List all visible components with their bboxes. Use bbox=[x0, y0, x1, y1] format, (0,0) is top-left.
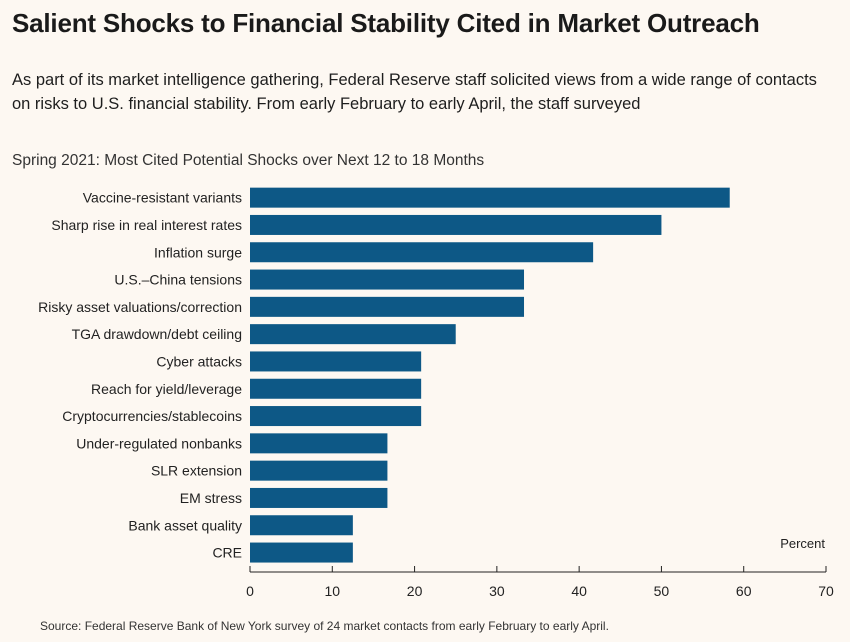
bar bbox=[250, 460, 388, 481]
bar bbox=[250, 296, 525, 317]
page-title: Salient Shocks to Financial Stability Ci… bbox=[12, 8, 760, 38]
bar bbox=[250, 515, 353, 536]
bar bbox=[250, 324, 456, 345]
category-label: Bank asset quality bbox=[128, 517, 242, 533]
bars-group bbox=[250, 187, 730, 563]
category-label: Reach for yield/leverage bbox=[91, 381, 242, 397]
bar bbox=[250, 214, 662, 235]
category-label: U.S.–China tensions bbox=[114, 272, 242, 288]
source-note: Source: Federal Reserve Bank of New York… bbox=[40, 619, 609, 633]
x-tick-label: 0 bbox=[246, 583, 254, 599]
x-tick-label: 20 bbox=[407, 583, 423, 599]
x-axis-group: 0 10 20 30 40 50 60 70 bbox=[246, 566, 834, 599]
x-tick-label: 30 bbox=[489, 583, 505, 599]
category-label: Vaccine-resistant variants bbox=[83, 190, 242, 206]
category-label: CRE bbox=[212, 545, 242, 561]
x-tick-label: 40 bbox=[571, 583, 587, 599]
bar bbox=[250, 433, 388, 454]
bar bbox=[250, 187, 730, 208]
chart-title: Spring 2021: Most Cited Potential Shocks… bbox=[12, 152, 485, 169]
bar bbox=[250, 487, 388, 508]
category-label: SLR extension bbox=[151, 463, 242, 479]
category-labels-group: Vaccine-resistant variants Sharp rise in … bbox=[38, 190, 242, 561]
x-tick-label: 10 bbox=[324, 583, 340, 599]
category-label: Inflation surge bbox=[154, 244, 242, 260]
bar bbox=[250, 351, 422, 372]
bar bbox=[250, 378, 422, 399]
x-tick-label: 70 bbox=[818, 583, 834, 599]
bar bbox=[250, 542, 353, 563]
unit-label: Percent bbox=[780, 536, 825, 551]
category-label: Risky asset valuations/correction bbox=[38, 299, 242, 315]
x-tick-label: 50 bbox=[654, 583, 670, 599]
category-label: EM stress bbox=[180, 490, 242, 506]
x-tick-label: 60 bbox=[736, 583, 752, 599]
bar bbox=[250, 406, 422, 427]
bar bbox=[250, 269, 525, 290]
bar bbox=[250, 242, 594, 263]
category-label: TGA drawdown/debt ceiling bbox=[72, 326, 242, 342]
category-label: Cryptocurrencies/stablecoins bbox=[62, 408, 242, 424]
intro-paragraph: As part of its market intelligence gathe… bbox=[12, 71, 817, 113]
category-label: Sharp rise in real interest rates bbox=[51, 217, 242, 233]
category-label: Cyber attacks bbox=[156, 353, 242, 369]
category-label: Under-regulated nonbanks bbox=[76, 435, 242, 451]
